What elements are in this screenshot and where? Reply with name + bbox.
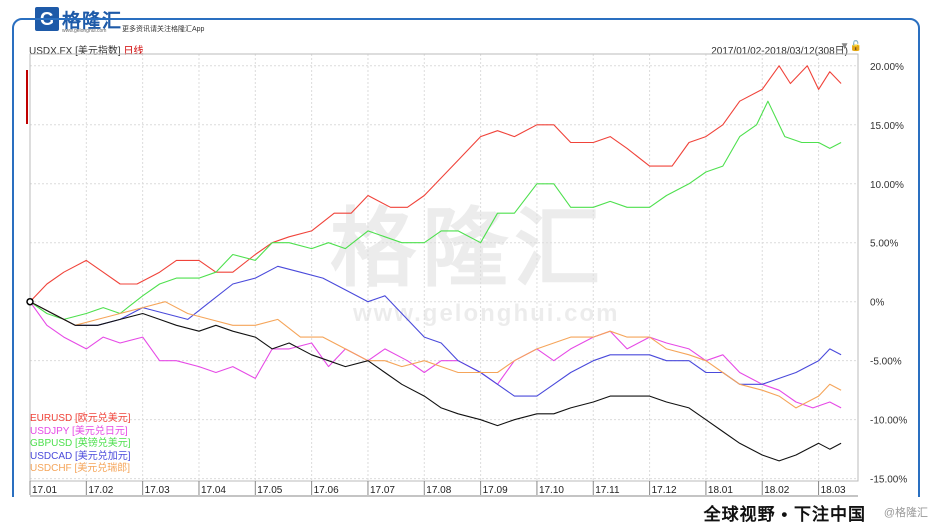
footer-tagline: 全球视野 • 下注中国 [703,505,866,524]
y-tick-label: 5.00% [870,239,898,250]
x-tick-label: 17.07 [370,485,395,496]
logo-name[interactable]: 格隆汇 [62,11,123,32]
plot-area [29,53,859,482]
y-tick-label: -15.00% [870,475,907,486]
x-tick-label: 17.12 [652,485,677,496]
logo-slogan: 更多资讯请关注格隆汇App [122,26,205,33]
start-marker [26,297,34,306]
x-tick-label: 17.03 [145,485,170,496]
series-line-eurusd [29,65,842,303]
axes-layer [26,53,859,497]
watermark-text: 格隆汇 [330,201,606,297]
chart-period[interactable]: 日线 [123,46,144,57]
series-line-usdjpy [29,301,842,409]
y-axis-labels: 20.00% 15.00% 10.00% 5.00% 0% -5.00% -10.00% -1… [870,62,907,486]
x-tick-label: 17.09 [483,485,508,496]
legend-item[interactable]: GBPUSD [英镑兑美元] [30,438,131,449]
x-tick-label: 17.02 [88,485,113,496]
x-tick-label: 18.02 [764,485,789,496]
y-tick-label: 0% [870,298,885,309]
x-tick-label: 17.05 [257,485,282,496]
y-tick-label: 10.00% [870,180,904,191]
grid-layer [29,54,858,481]
series-line-reference [29,301,842,462]
y-tick-label: -10.00% [870,416,907,427]
x-tick-label: 18.01 [708,485,733,496]
series-line-usdcad [29,265,842,397]
x-axis-labels: 17.01 17.02 17.03 17.04 17.05 17.06 17.07 17.08… [32,485,846,496]
series-line-gbpusd [29,100,842,320]
y-tick-label: 15.00% [870,121,904,132]
legend-item[interactable]: EURUSD [欧元兑美元] [30,413,131,424]
x-tick-label: 17.01 [32,485,57,496]
x-tick-label: 17.06 [314,485,339,496]
legend-item[interactable]: USDCHF [美元兑瑞郎] [30,463,130,474]
footer-credit: @格隆汇 [883,507,928,519]
x-tick-label: 17.10 [539,485,564,496]
chart-symbol-name: [美元指数] [75,46,121,57]
legend-item[interactable]: USDJPY [美元兑日元] [30,425,128,437]
series-layer [26,65,842,462]
range-controls[interactable]: ▼🔓 [840,41,862,52]
dropdown-arrow-icon[interactable]: ▼ [839,41,850,52]
x-tick-label: 17.08 [426,485,451,496]
footer-bar [0,497,932,524]
chart-header: USDX.FX [美元指数] 日线 [29,42,143,57]
chart-symbol: USDX.FX [29,46,73,57]
x-tick-label: 17.11 [595,485,620,496]
lock-icon[interactable]: 🔓 [849,41,862,52]
y-tick-label: -5.00% [870,357,902,368]
logo-url: www.gelonghui.com [62,28,107,34]
date-range[interactable]: 2017/01/02-2018/03/12(308日) [711,46,848,57]
x-tick-label: 17.04 [201,485,226,496]
legend-item[interactable]: USDCAD [美元兑加元] [30,450,131,462]
header: G 格隆汇 www.gelonghui.com 更多资讯请关注格隆汇App [0,0,932,40]
legend: EURUSD [欧元兑美元] USDJPY [美元兑日元] GBPUSD [英镑兑美… [30,413,131,476]
watermark-url: www.gelonghui.com [353,300,620,327]
x-tick-label: 18.03 [821,485,846,496]
series-line-usdchf [29,301,842,409]
y-tick-label: 20.00% [870,62,904,73]
